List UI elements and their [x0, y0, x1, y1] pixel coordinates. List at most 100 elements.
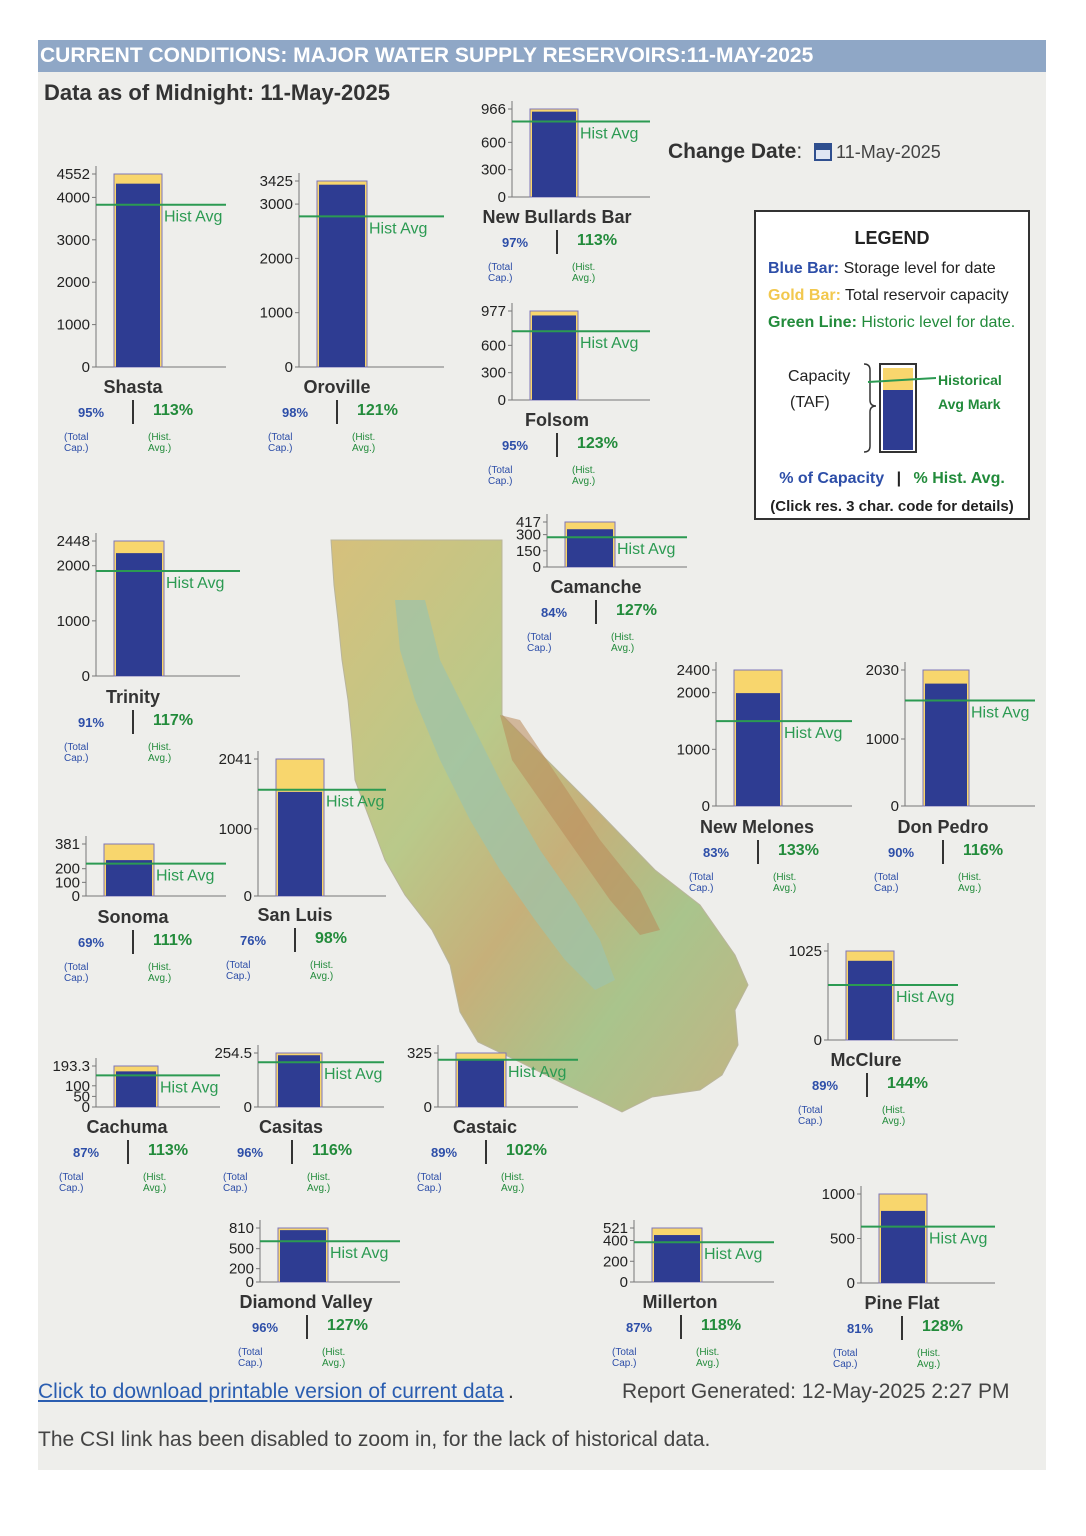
reservoir-name[interactable]: Casitas: [258, 1117, 324, 1137]
hist-avg-caption: (Hist. Avg.): [773, 872, 797, 894]
total-cap-caption: (Total Cap.): [223, 1172, 248, 1194]
y-tick-label: 0: [891, 798, 899, 815]
stats-separator: [306, 1315, 308, 1339]
hist-avg-caption: (Hist. Avg.): [696, 1347, 720, 1369]
hist-avg-caption: (Hist. Avg.): [148, 962, 172, 984]
storage-bar: [116, 183, 160, 367]
y-tick-label: 3425: [260, 173, 293, 190]
reservoir-name[interactable]: Pine Flat: [864, 1293, 940, 1313]
hist-avg-label: Hist Avg: [164, 209, 222, 226]
hist-avg-label: Hist Avg: [166, 575, 224, 592]
legend-title: LEGEND: [854, 228, 930, 248]
pct-hist-avg: 144%: [887, 1075, 928, 1092]
stats-separator: [485, 1140, 487, 1164]
storage-bar: [278, 791, 322, 896]
y-tick-label: 1000: [866, 731, 899, 748]
pct-hist-avg: 98%: [315, 930, 348, 947]
pct-capacity: 90%: [888, 845, 915, 860]
y-tick-label: 200: [603, 1253, 628, 1270]
y-tick-label: 0: [82, 668, 90, 685]
pct-hist-avg: 133%: [778, 842, 819, 859]
hist-avg-caption: (Hist. Avg.): [322, 1347, 346, 1369]
legend-gold-label: Gold Bar:: [768, 287, 841, 304]
storage-bar: [458, 1058, 504, 1107]
y-tick-label: 381: [55, 836, 80, 853]
y-tick-label: 1000: [677, 741, 710, 758]
csi-note: The CSI link has been disabled to zoom i…: [38, 1428, 711, 1451]
pct-capacity: 89%: [431, 1145, 458, 1160]
hist-avg-caption: (Hist. Avg.): [148, 742, 172, 764]
change-date-value[interactable]: 11-May-2025: [836, 142, 941, 162]
reservoir-name[interactable]: Folsom: [524, 410, 589, 430]
pct-capacity: 89%: [812, 1078, 839, 1093]
reservoir-name[interactable]: Shasta: [103, 377, 163, 397]
y-tick-label: 1000: [57, 317, 90, 334]
y-tick-label: 4552: [57, 166, 90, 183]
hist-avg-caption: (Hist. Avg.): [310, 960, 334, 982]
pct-hist-avg: 123%: [577, 435, 618, 452]
pct-hist-avg: 116%: [312, 1142, 353, 1159]
reservoir-name[interactable]: New Melones: [699, 817, 815, 837]
reservoir-name[interactable]: Millerton: [642, 1292, 718, 1312]
hist-avg-label: Hist Avg: [929, 1231, 987, 1248]
y-tick-label: 0: [285, 359, 293, 376]
storage-bar: [280, 1230, 326, 1282]
reservoir-name[interactable]: Diamond Valley: [239, 1292, 373, 1312]
y-tick-label: 150: [516, 543, 541, 560]
pct-capacity: 84%: [541, 605, 568, 620]
reservoir-name[interactable]: San Luis: [257, 905, 333, 925]
pct-hist-avg: 102%: [506, 1142, 547, 1159]
legend-green-label: Green Line:: [768, 314, 857, 331]
data-as-of: Data as of Midnight: 11-May-2025: [44, 80, 390, 105]
y-tick-label: 300: [516, 527, 541, 544]
hist-avg-label: Hist Avg: [617, 541, 675, 558]
hist-avg-caption: (Hist. Avg.): [148, 432, 172, 454]
download-link[interactable]: Click to download printable version of c…: [38, 1380, 504, 1403]
pct-capacity: 69%: [78, 935, 105, 950]
reservoir-name[interactable]: Castaic: [452, 1117, 518, 1137]
y-tick-label: 1000: [219, 821, 252, 838]
calendar-icon[interactable]: [814, 143, 833, 161]
y-tick-label: 325: [407, 1045, 432, 1062]
hist-avg-label: Hist Avg: [324, 1066, 382, 1083]
reservoir-name[interactable]: Cachuma: [86, 1117, 168, 1137]
y-tick-label: 0: [72, 888, 80, 905]
pct-hist-avg: 127%: [616, 602, 657, 619]
stats-separator: [291, 1140, 293, 1164]
pct-capacity: 91%: [78, 715, 105, 730]
pct-hist-avg: 116%: [963, 842, 1004, 859]
reservoir-name[interactable]: Camanche: [550, 577, 642, 597]
y-tick-label: 2000: [260, 250, 293, 267]
reservoir-name[interactable]: McClure: [830, 1050, 902, 1070]
hist-avg-label: Hist Avg: [580, 335, 638, 352]
y-tick-label: 193.3: [52, 1058, 90, 1075]
hist-avg-caption: (Hist. Avg.): [352, 432, 376, 454]
stats-separator: [680, 1315, 682, 1339]
total-cap-caption: (Total Cap.): [268, 432, 293, 454]
y-tick-label: 3000: [260, 196, 293, 213]
change-date-colon: :: [796, 140, 803, 163]
total-cap-caption: (Total Cap.): [64, 742, 89, 764]
y-tick-label: 300: [481, 162, 506, 179]
reservoir-name[interactable]: New Bullards Bar: [482, 207, 632, 227]
pct-hist-avg: 128%: [922, 1318, 963, 1335]
y-tick-label: 0: [814, 1032, 822, 1049]
y-tick-label: 1025: [789, 943, 822, 960]
y-tick-label: 2030: [866, 662, 899, 679]
y-tick-label: 521: [603, 1220, 628, 1237]
pct-hist-avg: 113%: [577, 232, 618, 249]
reservoir-name[interactable]: Don Pedro: [897, 817, 989, 837]
y-tick-label: 0: [533, 559, 541, 576]
reservoir-name[interactable]: Sonoma: [97, 907, 169, 927]
stats-separator: [757, 840, 759, 864]
reservoir-name[interactable]: Oroville: [303, 377, 371, 397]
pct-capacity: 95%: [502, 438, 529, 453]
pct-capacity: 83%: [703, 845, 730, 860]
y-tick-label: 0: [847, 1275, 855, 1292]
reservoir-name[interactable]: Trinity: [105, 687, 160, 707]
y-tick-label: 3000: [57, 232, 90, 249]
